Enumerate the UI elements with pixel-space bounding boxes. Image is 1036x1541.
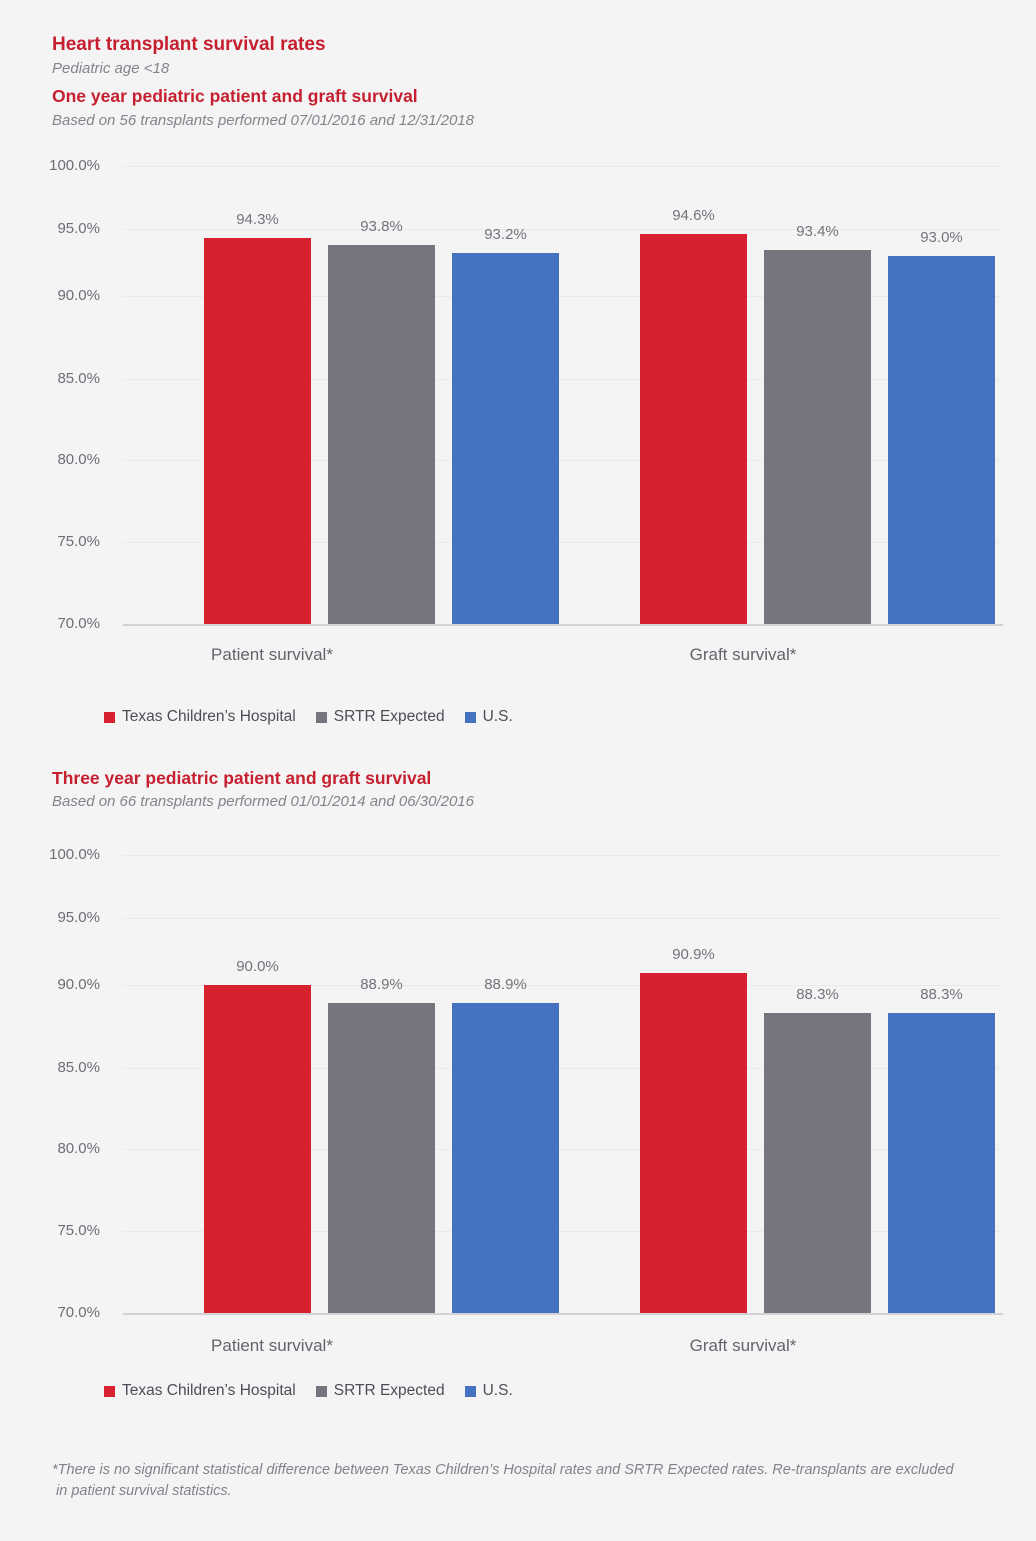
gridline — [123, 1149, 1003, 1150]
legend: Texas Children’s Hospital SRTR Expected U.… — [104, 1382, 513, 1400]
x-axis-line — [123, 624, 1003, 626]
bar-value-label: 94.6% — [672, 207, 715, 225]
legend-swatch-icon — [104, 1385, 115, 1397]
bar-value-label: 88.9% — [360, 976, 403, 994]
y-tick-label: 95.0% — [57, 909, 100, 926]
legend-swatch-icon — [315, 711, 327, 723]
bar-value-label: 94.3% — [236, 211, 279, 229]
page-subtitle: Pediatric age <18 — [52, 60, 170, 77]
category-label-patient-survival: Patient survival* — [211, 1336, 333, 1355]
gridline — [123, 1068, 1003, 1069]
x-axis-line — [123, 1313, 1003, 1315]
legend-swatch-icon — [315, 1385, 327, 1397]
chart-one-year-title: One year pediatric patient and graft sur… — [52, 86, 418, 106]
chart-three-year-subtitle: Based on 66 transplants performed 01/01/… — [52, 793, 474, 810]
footnote-line-1: *There is no significant statistical dif… — [52, 1462, 954, 1478]
gridline — [123, 1231, 1003, 1232]
bar-u-s — [888, 1013, 995, 1313]
bar-value-label: 93.4% — [796, 223, 839, 241]
y-tick-label: 80.0% — [57, 451, 100, 468]
y-tick-label: 85.0% — [57, 1059, 100, 1076]
gridline — [123, 166, 1003, 167]
legend-item-texas-children-s-hospital: Texas Children’s Hospital — [104, 708, 296, 726]
category-label-graft-survival: Graft survival* — [689, 645, 797, 664]
bar-u-s — [452, 1003, 559, 1313]
legend-label: Texas Children’s Hospital — [122, 1382, 296, 1399]
bar-value-label: 93.0% — [920, 228, 963, 246]
legend-label: SRTR Expected — [333, 1382, 445, 1399]
bar-srtr-expected — [328, 1003, 435, 1313]
gridline — [123, 985, 1003, 986]
gridline — [123, 855, 1003, 856]
legend-item-u-s: U.S. — [464, 708, 513, 726]
bar-texas-children-s-hospital — [204, 985, 311, 1313]
legend-swatch-icon — [464, 1385, 476, 1397]
page-title: Heart transplant survival rates — [52, 34, 326, 55]
footnote: *There is no significant statistical dif… — [52, 1460, 982, 1502]
legend: Texas Children’s Hospital SRTR Expected U.… — [104, 708, 513, 726]
legend-item-u-s: U.S. — [464, 1382, 513, 1400]
legend-label: U.S. — [482, 1382, 513, 1399]
bar-value-label: 88.3% — [920, 986, 963, 1004]
chart-one-year-subtitle: Based on 56 transplants performed 07/01/… — [52, 112, 474, 129]
gridline — [123, 918, 1003, 919]
y-tick-label: 100.0% — [49, 157, 100, 174]
bar-value-label: 93.8% — [360, 218, 403, 236]
bar-u-s — [888, 255, 995, 624]
y-tick-label: 75.0% — [57, 533, 100, 550]
legend-label: SRTR Expected — [333, 708, 445, 725]
legend-label: U.S. — [482, 708, 513, 725]
legend-item-srtr-expected: SRTR Expected — [315, 1382, 445, 1400]
y-tick-label: 90.0% — [57, 976, 100, 993]
bar-u-s — [452, 253, 559, 624]
gridline — [123, 542, 1003, 543]
legend-swatch-icon — [104, 711, 115, 723]
y-tick-label: 75.0% — [57, 1222, 100, 1239]
y-tick-label: 70.0% — [57, 615, 100, 632]
bar-texas-children-s-hospital — [640, 972, 747, 1313]
bar-value-label: 90.0% — [236, 958, 279, 975]
gridline — [123, 460, 1003, 461]
gridline — [123, 296, 1003, 297]
bar-value-label: 90.9% — [672, 945, 715, 963]
y-tick-label: 80.0% — [57, 1140, 100, 1157]
bar-srtr-expected — [764, 1013, 871, 1313]
y-tick-label: 95.0% — [57, 220, 100, 237]
category-label-patient-survival: Patient survival* — [211, 645, 333, 664]
gridline — [123, 379, 1003, 380]
bar-texas-children-s-hospital — [640, 234, 747, 624]
y-tick-label: 70.0% — [57, 1304, 100, 1321]
bar-texas-children-s-hospital — [204, 238, 311, 624]
bar-value-label: 93.2% — [484, 226, 527, 244]
y-tick-label: 90.0% — [57, 287, 100, 304]
gridline — [123, 229, 1003, 230]
legend-item-srtr-expected: SRTR Expected — [315, 708, 445, 726]
footnote-line-2: in patient survival statistics. — [52, 1483, 232, 1499]
y-tick-label: 85.0% — [57, 370, 100, 387]
legend-label: Texas Children’s Hospital — [122, 708, 296, 725]
bar-value-label: 88.9% — [484, 976, 527, 994]
legend-item-texas-children-s-hospital: Texas Children’s Hospital — [104, 1382, 296, 1400]
y-tick-label: 100.0% — [49, 846, 100, 863]
bar-srtr-expected — [764, 250, 871, 624]
bar-srtr-expected — [328, 245, 435, 624]
legend-swatch-icon — [464, 711, 476, 723]
bar-value-label: 88.3% — [796, 986, 839, 1004]
chart-three-year-title: Three year pediatric patient and graft s… — [52, 768, 432, 788]
category-label-graft-survival: Graft survival* — [689, 1336, 797, 1355]
